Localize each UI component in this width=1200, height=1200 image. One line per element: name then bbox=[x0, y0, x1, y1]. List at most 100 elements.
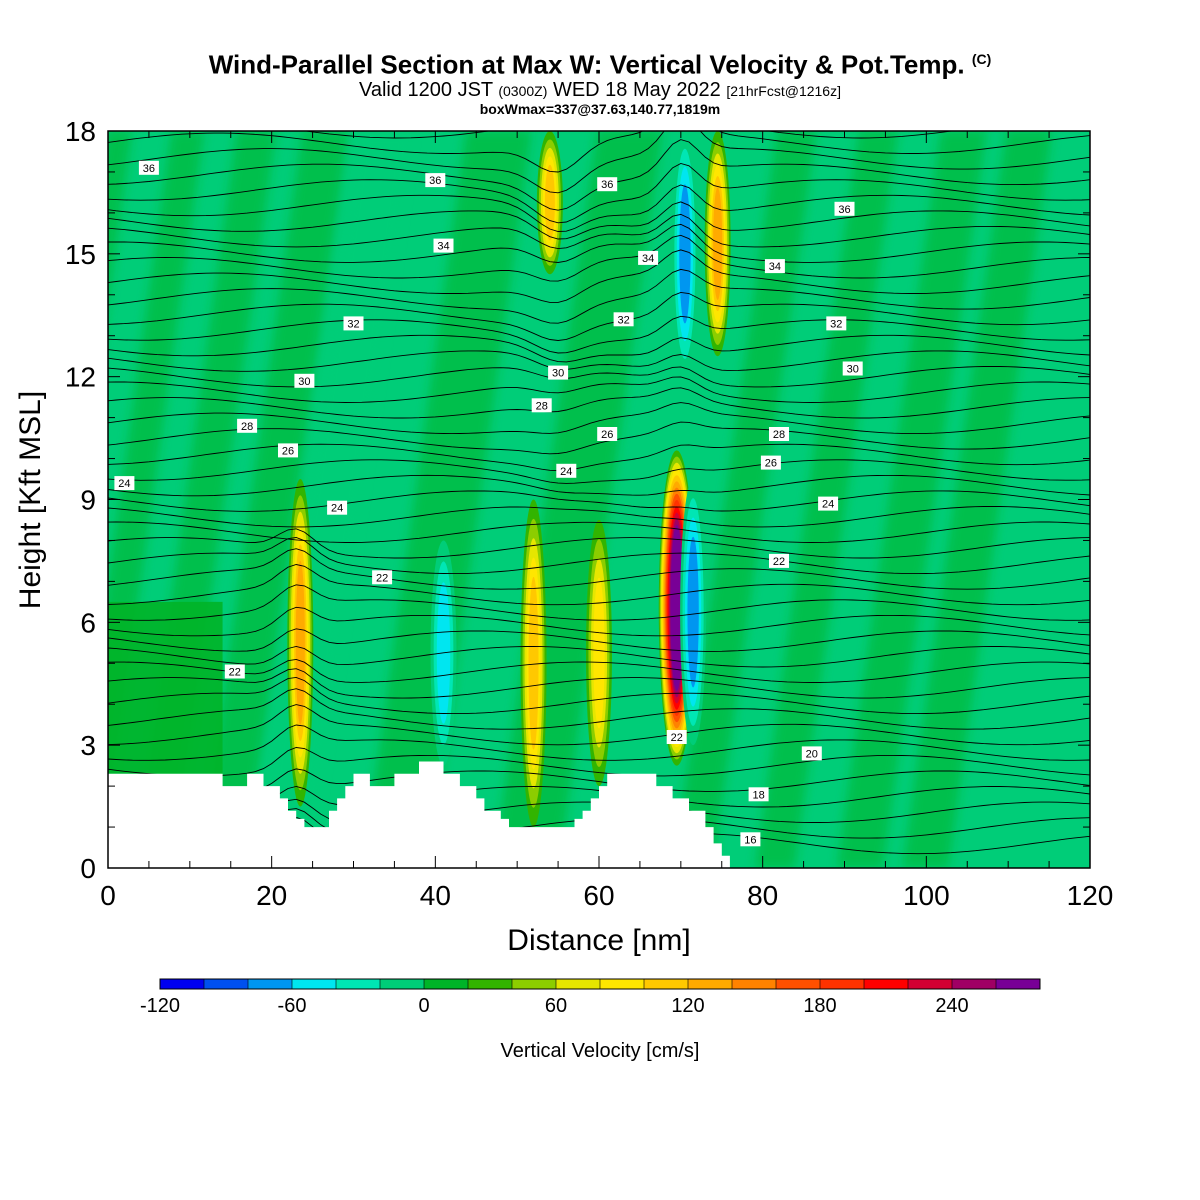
contour-label: 22 bbox=[769, 553, 789, 568]
contour-label-bg bbox=[114, 476, 135, 491]
forecast-info: [21hrFcst@1216z] bbox=[726, 82, 841, 99]
pot-temp-contour bbox=[108, 564, 1090, 606]
contour-label-bg bbox=[740, 832, 761, 847]
valid-time: Valid 1200 JST (0300Z) WED 18 May 2022 [… bbox=[0, 80, 1200, 101]
velocity-feature bbox=[520, 499, 547, 828]
colorbar-tick-label: -60 bbox=[278, 995, 307, 1017]
velocity-feature bbox=[680, 479, 707, 746]
contour-label-bg bbox=[834, 201, 855, 216]
pot-temp-contour bbox=[108, 71, 1090, 92]
y-tick-label: 3 bbox=[80, 730, 96, 761]
pot-temp-contour bbox=[108, 163, 1090, 224]
pot-temp-contour bbox=[108, 223, 1090, 263]
contour-label-bg bbox=[138, 160, 159, 175]
chart-title: Wind-Parallel Section at Max W: Vertical… bbox=[0, 44, 1200, 80]
contour-label-bg bbox=[769, 553, 789, 568]
contour-label-text: 32 bbox=[830, 318, 842, 330]
pot-temp-contour bbox=[108, 668, 1090, 699]
colorbar-swatch bbox=[776, 979, 820, 989]
velocity-feature bbox=[586, 519, 612, 787]
pot-temp-contour bbox=[108, 234, 1090, 282]
pot-temp-contour bbox=[108, 86, 1090, 106]
contour-label-text: 34 bbox=[437, 241, 449, 253]
pot-temp-contour bbox=[108, 528, 1090, 559]
velocity-level bbox=[673, 543, 681, 673]
contour-label-text: 34 bbox=[642, 253, 654, 265]
contour-label: 22 bbox=[224, 664, 245, 679]
field-streak bbox=[673, 131, 817, 868]
contour-label-text: 32 bbox=[617, 314, 629, 326]
pot-temp-contour bbox=[108, 402, 1090, 435]
velocity-level bbox=[679, 184, 691, 324]
pot-temp-contour bbox=[108, 628, 1090, 652]
contour-label-bg bbox=[613, 312, 634, 327]
velocity-level bbox=[713, 187, 723, 300]
colorbar: -120 -60 0 60 120 180 240 bbox=[140, 978, 1041, 1017]
contour-label-text: 36 bbox=[429, 175, 441, 187]
valid-prefix: Valid 1200 JST bbox=[359, 78, 493, 101]
contour-label-bg bbox=[769, 427, 789, 441]
x-tick-label: 80 bbox=[747, 880, 778, 911]
colorbar-swatch bbox=[160, 979, 204, 989]
copyright-mark: (C) bbox=[971, 51, 992, 67]
velocity-feature bbox=[704, 131, 731, 357]
colorbar-swatch bbox=[292, 979, 336, 989]
colorbar-swatch bbox=[248, 979, 292, 989]
contour-label-text: 26 bbox=[765, 458, 777, 470]
contour-label-text: 30 bbox=[298, 376, 310, 388]
contour-label: 26 bbox=[760, 455, 781, 470]
pot-temp-contour bbox=[108, 249, 1090, 303]
contour-label-bg bbox=[826, 316, 847, 331]
colorbar-swatch bbox=[688, 979, 732, 989]
x-tick-label: 100 bbox=[903, 880, 950, 911]
contour-label: 28 bbox=[237, 418, 258, 433]
contour-label-bg bbox=[372, 570, 393, 585]
contour-label-text: 28 bbox=[241, 421, 253, 433]
pot-temp-contour bbox=[108, 474, 1090, 497]
pot-temp-contour bbox=[108, 268, 1090, 324]
pot-temp-contour bbox=[108, 459, 1090, 484]
contour-label-text: 22 bbox=[671, 732, 683, 744]
pot-temp-contour bbox=[108, 350, 1090, 372]
pot-temp-contour bbox=[108, 376, 1090, 403]
colorbar-swatch bbox=[952, 979, 996, 989]
x-tick-label: 40 bbox=[420, 880, 451, 911]
contour-label-bg bbox=[237, 418, 258, 433]
contour-label: 32 bbox=[613, 312, 634, 327]
colorbar-swatch bbox=[204, 979, 248, 989]
contour-label-text: 22 bbox=[376, 572, 388, 584]
contour-label-bg bbox=[548, 365, 569, 380]
pot-temp-contour bbox=[108, 768, 1090, 792]
velocity-field bbox=[108, 131, 1090, 868]
colorbar-tick-label: 240 bbox=[935, 995, 968, 1017]
contour-label-text: 24 bbox=[560, 466, 572, 478]
contour-label-text: 18 bbox=[752, 789, 764, 801]
contour-label-bg bbox=[748, 787, 769, 802]
contour-label-text: 24 bbox=[118, 478, 130, 490]
pot-temp-contour bbox=[108, 184, 1090, 232]
velocity-plumes bbox=[287, 131, 731, 828]
contour-label-bg bbox=[638, 250, 659, 265]
contour-label: 22 bbox=[666, 730, 687, 744]
contour-label: 24 bbox=[818, 496, 839, 511]
pot-temp-contour bbox=[108, 213, 1090, 250]
pot-temp-contour bbox=[108, 584, 1090, 621]
pot-temp-contour bbox=[108, 646, 1090, 668]
contour-label: 34 bbox=[764, 259, 785, 274]
pot-temp-contour bbox=[108, 131, 1090, 194]
pot-temp-contour bbox=[108, 334, 1090, 363]
field-lowlevel-band bbox=[108, 601, 223, 774]
contour-label-bg bbox=[224, 664, 245, 679]
contour-label: 30 bbox=[548, 365, 569, 380]
contour-label: 30 bbox=[294, 373, 315, 388]
contour-label-text: 24 bbox=[822, 499, 834, 511]
contour-label-bg bbox=[433, 238, 454, 253]
box-info: boxWmax=337@37.63,140.77,1819m bbox=[479, 100, 721, 117]
pot-temp-contour bbox=[108, 658, 1090, 683]
contour-label-bg bbox=[764, 259, 785, 274]
terrain-fill bbox=[108, 761, 730, 868]
pot-temp-contour bbox=[108, 704, 1090, 746]
velocity-level bbox=[687, 536, 699, 688]
pot-temp-contour bbox=[108, 537, 1090, 575]
